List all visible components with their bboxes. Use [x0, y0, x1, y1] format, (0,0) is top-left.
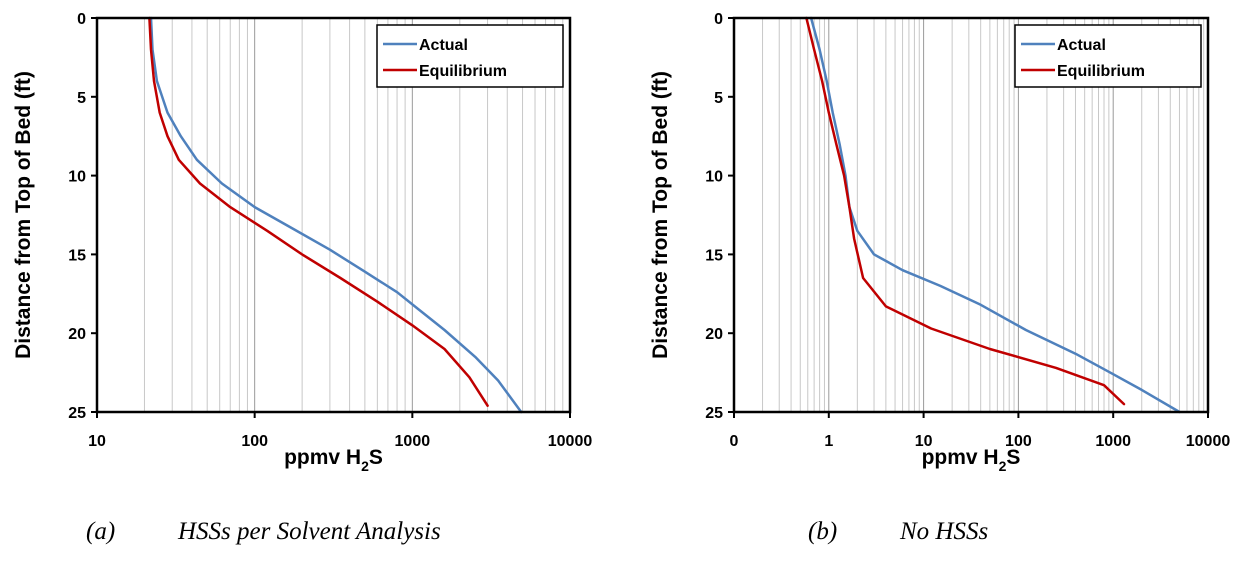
x-tick-label: 10 — [88, 433, 106, 450]
y-axis-label: Distance from Top of Bed (ft) — [649, 71, 672, 359]
y-tick-label: 25 — [705, 405, 723, 422]
x-tick-label: 10000 — [548, 433, 593, 450]
legend: Actual Equilibrium — [1014, 24, 1202, 88]
x-tick-label: 10000 — [1186, 433, 1231, 450]
x-tick-label: 10 — [915, 433, 933, 450]
legend-label: Actual — [1057, 37, 1106, 54]
y-tick-label: 10 — [68, 169, 86, 186]
y-tick-label: 25 — [68, 405, 86, 422]
legend-label: Equilibrium — [419, 63, 507, 80]
series-line-actual — [149, 16, 523, 414]
y-tick-label: 15 — [68, 247, 86, 264]
chart-2: 0 5 10 15 20 25 0 1 10 100 1000 10000 Actual Equilibr… — [649, 11, 1230, 474]
x-tick-label: 1000 — [1095, 433, 1131, 450]
series-line-equilibrium — [148, 16, 489, 407]
legend-box — [1014, 24, 1202, 88]
y-tick-label: 0 — [77, 11, 86, 28]
y-tick-label: 20 — [68, 326, 86, 343]
y-tick-label: 10 — [705, 169, 723, 186]
series-line-equilibrium — [805, 16, 1126, 406]
y-tick-label: 5 — [77, 90, 86, 107]
x-gridlines — [143, 18, 564, 412]
caption-a-text: HSSs per Solvent Analysis — [178, 518, 441, 545]
x-tick-label: 100 — [241, 433, 268, 450]
caption-a: (a) HSSs per Solvent Analysis — [86, 518, 646, 558]
legend: Actual Equilibrium — [376, 24, 564, 88]
x-axis-label: ppmv H2S — [284, 446, 383, 474]
x-tick-label: 100 — [1005, 433, 1032, 450]
caption-b-text: No HSSs — [900, 518, 989, 545]
caption-b: (b) No HSSs — [808, 518, 1259, 558]
y-tick-label: 20 — [705, 326, 723, 343]
series-line-actual — [809, 16, 1181, 414]
x-axis-label: ppmv H2S — [922, 446, 1021, 474]
y-tick-label: 0 — [714, 11, 723, 28]
x-tick-label: 1 — [824, 433, 833, 450]
y-tick-label: 15 — [705, 247, 723, 264]
x-tick-label: 0 — [730, 433, 739, 450]
legend-box — [376, 24, 564, 88]
x-tick-label: 1000 — [395, 433, 431, 450]
plot-area — [95, 16, 572, 414]
y-tick-label: 5 — [714, 90, 723, 107]
legend-label: Equilibrium — [1057, 63, 1145, 80]
plot-area — [732, 16, 1210, 414]
legend-label: Actual — [419, 37, 468, 54]
caption-b-label: (b) — [808, 518, 838, 545]
y-axis-label: Distance from Top of Bed (ft) — [12, 71, 35, 359]
caption-a-label: (a) — [86, 518, 116, 545]
